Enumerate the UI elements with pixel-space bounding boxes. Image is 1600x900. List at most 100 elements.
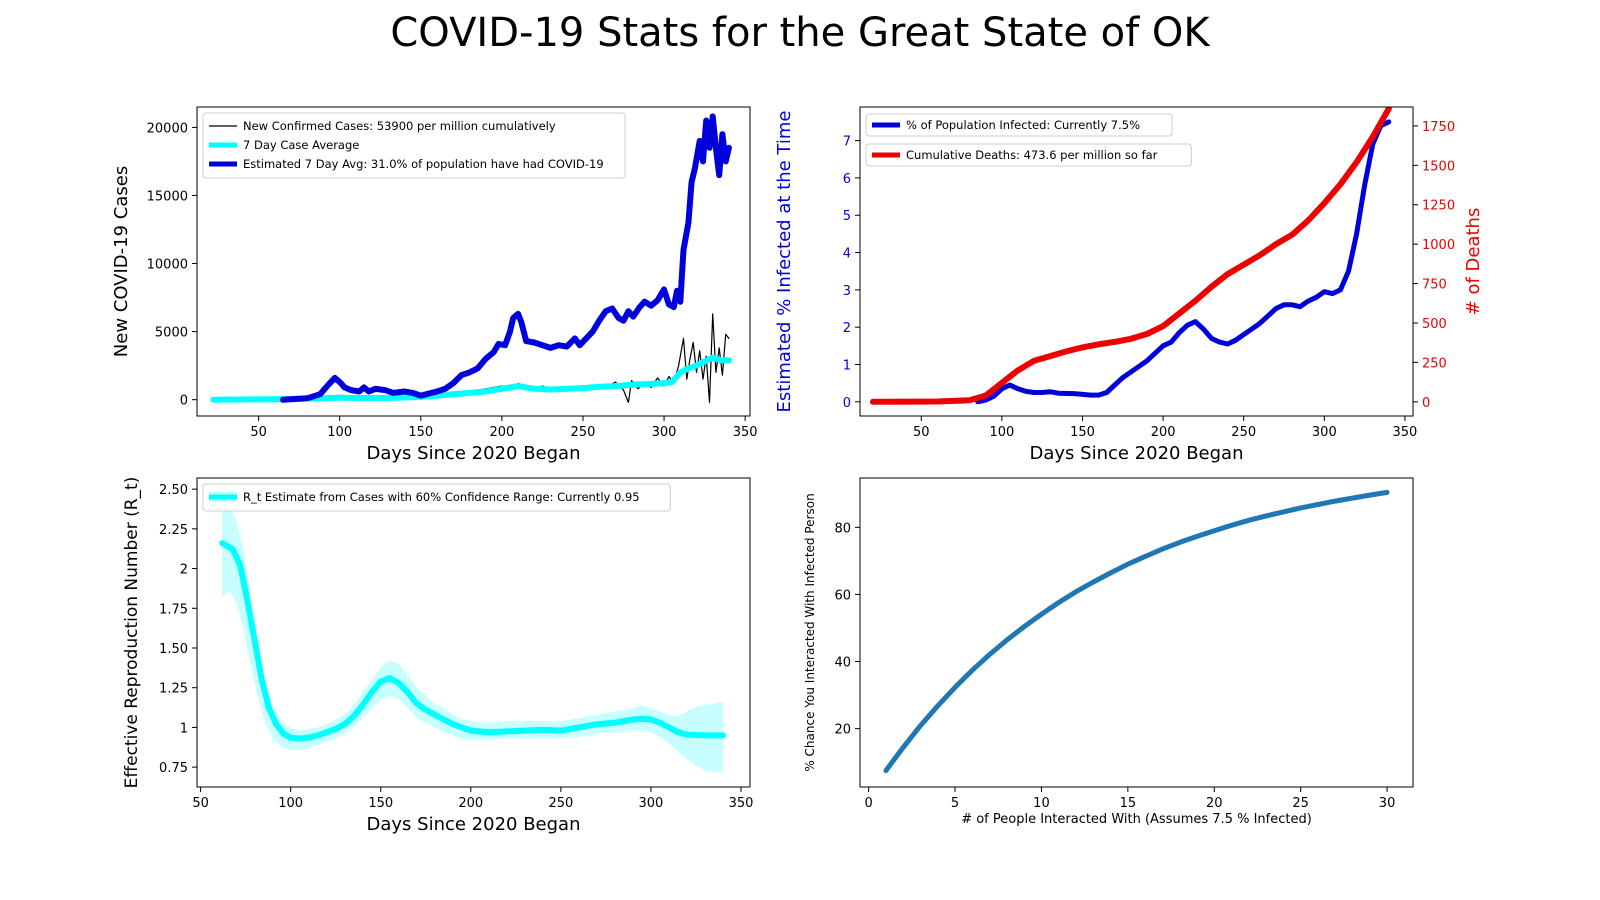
legend-label: % of Population Infected: Currently 7.5% [906,118,1140,132]
y-tick-label: 2 [843,321,851,336]
legend-label: New Confirmed Cases: 53900 per million c… [243,119,556,133]
y-tick-label: 7 [843,135,851,150]
x-tick-label: 10 [1033,796,1050,811]
x-tick-label: 250 [1231,425,1256,440]
x-tick-label: 300 [639,796,664,811]
x-tick-label: 50 [913,425,930,440]
x-axis-label: Days Since 2020 Began [367,443,581,464]
plot-frame [196,477,751,788]
x-tick-label: 20 [1206,796,1223,811]
y2-tick-label: 750 [1422,278,1447,293]
y-tick-label: 1 [843,359,851,374]
legend-rt: R_t Estimate from Cases with 60% Confide… [202,483,671,512]
legend-box [202,112,626,179]
x-tick-label: 100 [989,425,1014,440]
plot-frame [859,477,1414,788]
y-tick-label: 2.25 [159,523,188,538]
y-tick-label: 1 [180,721,188,736]
series-line-chance-0 [883,489,1390,774]
y-tick-label: 1.50 [159,642,188,657]
x-tick-label: 5 [951,796,959,811]
x-tick-label: 100 [278,796,303,811]
y-tick-label: 1.75 [159,602,188,617]
x-tick-label: 200 [458,796,483,811]
plot-frame [196,106,751,417]
legend-label: R_t Estimate from Cases with 60% Confide… [243,490,640,504]
y-tick-label: 5000 [155,326,188,341]
x-tick-label: 150 [368,796,393,811]
y-axis-label: % Chance You Interacted With Infected Pe… [803,493,817,771]
legend-box [865,143,1192,167]
x-tick-label: 30 [1379,796,1396,811]
y-tick-label: 20000 [147,121,188,136]
plot-area-cases [210,113,732,403]
y-tick-label: 6 [843,172,851,187]
y-tick-label: 0 [180,394,188,409]
plot-area-infected [869,107,1392,405]
x-tick-label: 250 [571,425,596,440]
x-axis-label: Days Since 2020 Began [1030,443,1244,464]
y2-tick-label: 500 [1422,317,1447,332]
x-tick-label: 15 [1120,796,1137,811]
plot-area-chance [883,489,1390,774]
chart-rt: 50 100 150 200 250 300 350 0.75 1 1.25 1.50 1.75 2 2.… [122,477,753,835]
series-line-cases-2 [280,113,732,403]
y2-tick-label: 1750 [1422,120,1455,135]
y-tick-label: 3 [843,284,851,299]
x-tick-label: 350 [729,796,754,811]
x-tick-label: 200 [489,425,514,440]
y2-tick-label: 1250 [1422,199,1455,214]
y-tick-label: 1.25 [159,682,188,697]
x-tick-label: 100 [327,425,352,440]
x-tick-label: 350 [733,425,758,440]
x-tick-label: 50 [192,796,209,811]
legend-box [865,113,1173,137]
y-tick-label: 80 [834,521,851,536]
plot-area-rt [219,505,726,772]
legend-infected: % of Population Infected: Currently 7.5%… [865,113,1192,167]
legend-cases: New Confirmed Cases: 53900 per million c… [202,112,626,179]
y-axis-label: New COVID-19 Cases [111,166,132,357]
y-tick-label: 2.50 [159,483,188,498]
x-tick-label: 25 [1292,796,1309,811]
x-tick-label: 350 [1393,425,1418,440]
y-tick-label: 4 [843,247,851,262]
y2-tick-label: 1000 [1422,238,1455,253]
y-tick-label: 60 [834,588,851,603]
legend-box [202,483,671,512]
y-axis-label: Effective Reproduction Number (R_t) [122,477,142,789]
x-tick-label: 250 [548,796,573,811]
y-axis-label: Estimated % Infected at the Time [774,111,795,413]
legend-label: Estimated 7 Day Avg: 31.0% of population… [243,157,604,171]
y2-tick-label: 1500 [1422,159,1455,174]
y-tick-label: 0 [843,396,851,411]
x-tick-label: 50 [250,425,267,440]
x-tick-label: 300 [652,425,677,440]
series-line-infected-1 [869,107,1392,405]
series-line-infected-0 [975,119,1392,405]
y-tick-label: 10000 [147,258,188,273]
x-tick-label: 150 [1070,425,1095,440]
x-tick-label: 0 [865,796,873,811]
legend-label: Cumulative Deaths: 473.6 per million so … [906,148,1158,162]
figure-title: COVID-19 Stats for the Great State of OK [390,10,1210,56]
confidence-band [222,505,723,772]
x-tick-label: 150 [408,425,433,440]
y-tick-label: 20 [834,723,851,738]
x-tick-label: 200 [1151,425,1176,440]
y-tick-label: 0.75 [159,761,188,776]
x-axis-label: Days Since 2020 Began [367,814,581,835]
y-tick-label: 40 [834,656,851,671]
y-tick-label: 15000 [147,189,188,204]
series-line-cases-0 [212,313,730,403]
chart-chance: 0 5 10 15 20 25 30 20 40 60 80 # of People Interact… [803,477,1414,827]
y2-axis-label: # of Deaths [1463,208,1484,316]
y2-tick-label: 0 [1422,396,1430,411]
legend-label: 7 Day Case Average [243,138,359,152]
series-line-cases-1 [210,354,732,403]
chart-cases: 50 100 150 200 250 300 350 0 5000 10000 15000 20000… [111,106,758,464]
y2-tick-label: 250 [1422,356,1447,371]
y-tick-label: 5 [843,209,851,224]
x-axis-label: # of People Interacted With (Assumes 7.5… [961,812,1312,827]
